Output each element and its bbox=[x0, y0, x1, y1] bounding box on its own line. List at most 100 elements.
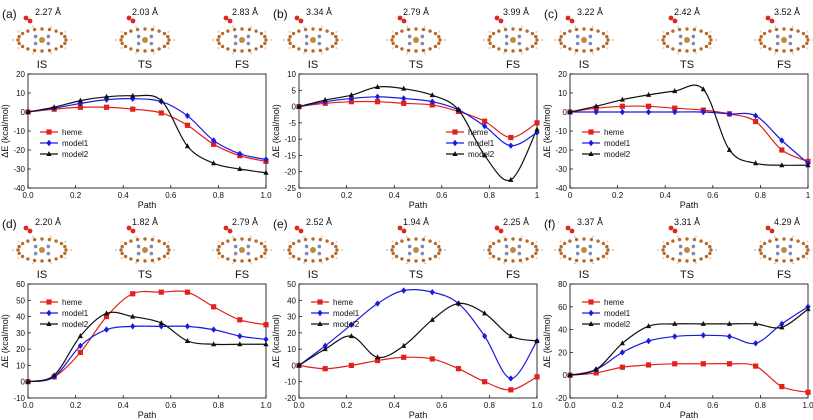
nitrogen-atom bbox=[407, 251, 412, 256]
carbon-atom bbox=[704, 44, 709, 49]
carbon-atom bbox=[488, 34, 492, 39]
hydrogen-atom bbox=[709, 30, 712, 33]
metal-atom bbox=[510, 37, 516, 43]
nitrogen-atom bbox=[407, 34, 412, 39]
hydrogen-atom bbox=[540, 248, 544, 252]
nitrogen-atom bbox=[420, 41, 425, 46]
oxygen-atom bbox=[23, 15, 29, 21]
data-point bbox=[46, 139, 52, 147]
molecule-illustration bbox=[11, 235, 73, 265]
hydrogen-atom bbox=[134, 235, 138, 238]
carbon-atom bbox=[530, 44, 535, 49]
distance-label: 2.79 Å bbox=[232, 217, 258, 227]
nitrogen-atom bbox=[46, 34, 51, 39]
nitrogen-atom bbox=[678, 251, 683, 256]
metal-atom bbox=[581, 37, 587, 43]
hydrogen-atom bbox=[573, 235, 577, 238]
carbon-atom bbox=[768, 47, 772, 51]
series-model1 bbox=[296, 93, 540, 149]
carbon-atom bbox=[662, 251, 666, 256]
x-tick-label: 1 bbox=[535, 191, 540, 200]
hydrogen-atom bbox=[535, 257, 538, 260]
data-point bbox=[672, 333, 678, 340]
data-point bbox=[567, 109, 573, 114]
data-point bbox=[534, 120, 540, 126]
carbon-atom bbox=[414, 49, 418, 53]
carbon-atom bbox=[135, 48, 140, 53]
nitrogen-atom bbox=[420, 244, 425, 249]
carbon-atom bbox=[606, 248, 610, 252]
y-axis-title: ΔE (kcal/mol) bbox=[0, 104, 10, 158]
oxygen-atom bbox=[27, 18, 33, 24]
legend-entry: model1 bbox=[62, 309, 89, 318]
molecule-illustration bbox=[553, 235, 615, 265]
carbon-atom bbox=[559, 34, 563, 39]
series-line bbox=[27, 94, 267, 174]
carbon-atom bbox=[334, 34, 338, 39]
legend: heme model1 model2 bbox=[446, 128, 495, 159]
data-point bbox=[619, 96, 625, 102]
hydrogen-atom bbox=[249, 25, 253, 28]
carbon-atom bbox=[414, 259, 418, 263]
carbon-atom bbox=[782, 49, 786, 53]
nitrogen-atom bbox=[420, 251, 425, 256]
molecule-illustration bbox=[282, 25, 344, 55]
carbon-atom bbox=[662, 41, 666, 46]
carbon-atom bbox=[677, 258, 682, 263]
hydrogen-atom bbox=[64, 47, 67, 50]
carbon-atom bbox=[699, 29, 703, 33]
data-point bbox=[237, 341, 243, 347]
data-point bbox=[508, 142, 514, 149]
panel-label: (d) bbox=[2, 217, 17, 231]
hydrogen-atom bbox=[391, 47, 394, 50]
data-point bbox=[779, 320, 785, 328]
carbon-atom bbox=[40, 237, 44, 241]
nitrogen-atom bbox=[246, 244, 251, 249]
data-point bbox=[700, 320, 706, 326]
oxygen-atom bbox=[227, 18, 233, 24]
data-point bbox=[237, 332, 243, 340]
carbon-atom bbox=[511, 27, 515, 31]
hydrogen-atom bbox=[662, 47, 665, 50]
x-tick-label: 1 bbox=[806, 191, 811, 200]
nitrogen-atom bbox=[678, 34, 683, 39]
metal-atom bbox=[413, 247, 419, 253]
data-point bbox=[237, 166, 243, 171]
carbon-atom bbox=[20, 241, 25, 246]
carbon-atom bbox=[582, 49, 586, 53]
hydrogen-atom bbox=[302, 52, 306, 55]
hydrogen-atom bbox=[167, 47, 170, 50]
carbon-atom bbox=[692, 48, 697, 53]
data-point bbox=[296, 103, 302, 109]
hydrogen-atom bbox=[31, 235, 35, 238]
hydrogen-atom bbox=[773, 52, 777, 55]
nitrogen-atom bbox=[420, 34, 425, 39]
hydrogen-atom bbox=[791, 235, 795, 238]
legend: heme model1 model2 bbox=[40, 298, 89, 329]
legend-entry: heme bbox=[604, 128, 625, 137]
data-point bbox=[322, 366, 328, 372]
carbon-atom bbox=[217, 251, 221, 256]
carbon-atom bbox=[677, 48, 682, 53]
hydrogen-atom bbox=[152, 25, 156, 28]
carbon-atom bbox=[220, 31, 225, 36]
carbon-atom bbox=[596, 29, 600, 33]
carbon-atom bbox=[166, 34, 170, 39]
panel-label: (a) bbox=[2, 7, 17, 21]
x-tick-label: 0.0 bbox=[22, 401, 34, 410]
hydrogen-atom bbox=[773, 25, 777, 28]
hydrogen-atom bbox=[759, 47, 762, 50]
hydrogen-atom bbox=[662, 30, 665, 33]
carbon-atom bbox=[247, 237, 252, 242]
data-point bbox=[429, 92, 435, 98]
hydrogen-atom bbox=[759, 240, 762, 243]
carbon-atom bbox=[40, 49, 44, 53]
x-tick-label: 0.6 bbox=[165, 191, 177, 200]
nitrogen-atom bbox=[233, 34, 238, 39]
carbon-atom bbox=[762, 44, 767, 49]
carbon-atom bbox=[671, 47, 675, 51]
nitrogen-atom bbox=[33, 251, 38, 256]
y-tick-label: 40 bbox=[558, 326, 567, 335]
carbon-atom bbox=[801, 31, 806, 36]
carbon-atom bbox=[54, 239, 58, 243]
